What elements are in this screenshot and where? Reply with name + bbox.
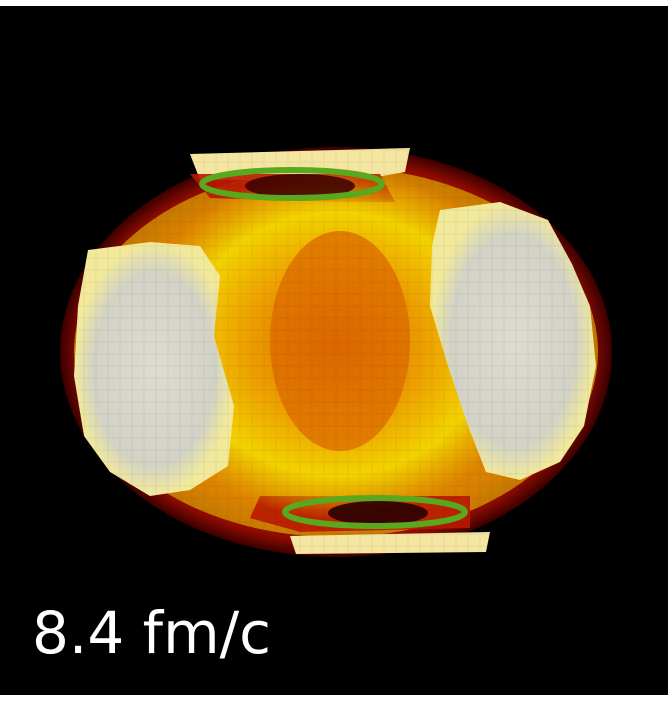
time-label: 8.4 fm/c (32, 599, 272, 667)
heat-density-visualization: 8.4 fm/c (0, 6, 668, 695)
lower-marker-ring (282, 495, 468, 529)
upper-dark-spot (245, 174, 355, 198)
upper-marker-ring (199, 167, 385, 201)
density-plot (60, 136, 620, 576)
lower-dark-spot (328, 501, 428, 525)
pixel-overlay (60, 136, 620, 576)
